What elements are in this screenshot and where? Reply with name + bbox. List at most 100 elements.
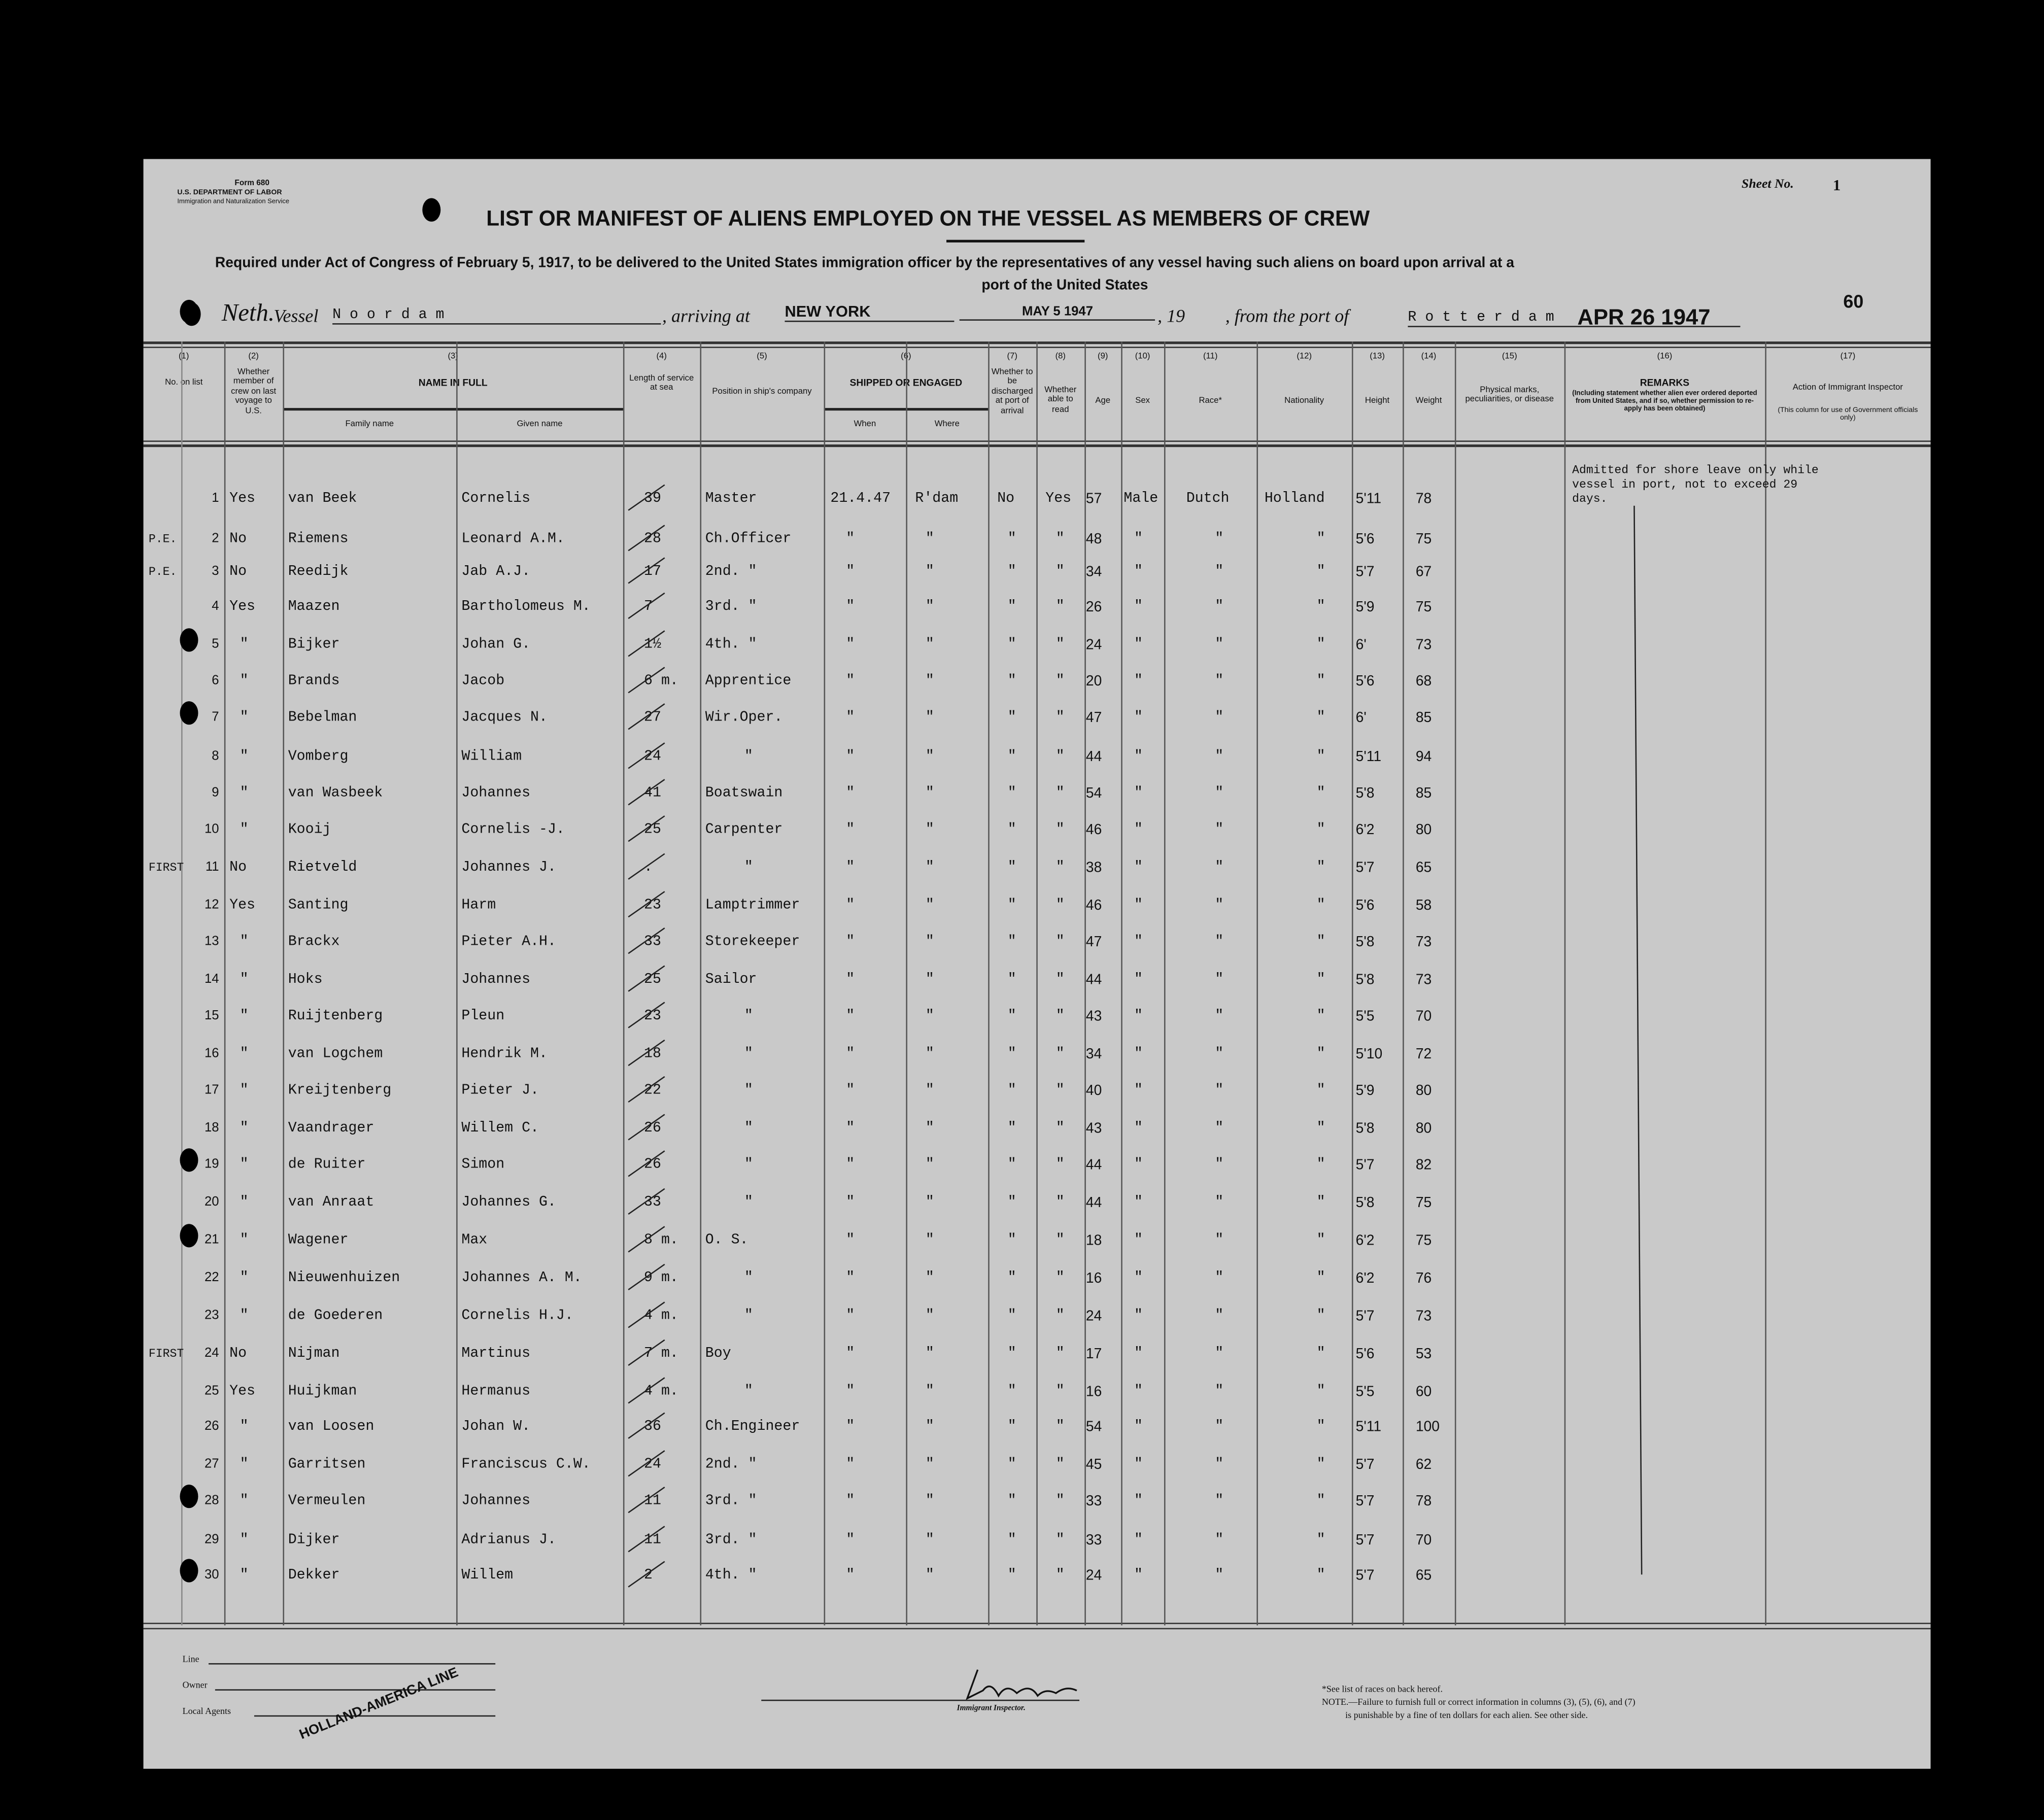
shipped-where: " — [925, 1533, 934, 1549]
list-number: 12 — [204, 898, 219, 913]
able-to-read: " — [1055, 674, 1065, 690]
owner-field[interactable] — [215, 1689, 496, 1691]
column-number-c8: (8) — [1055, 352, 1066, 361]
able-to-read: " — [1055, 564, 1065, 580]
departure-port: R o t t e r d a m — [1408, 310, 1741, 327]
position: Master — [705, 491, 757, 507]
position: 2nd. " — [705, 564, 757, 580]
column-divider — [1454, 341, 1456, 1626]
able-to-read: " — [1055, 1384, 1065, 1400]
crew-last-voyage: Yes — [229, 599, 256, 615]
sex: " — [1134, 1009, 1143, 1025]
inspector-signature-line — [761, 1699, 1080, 1701]
weight: 65 — [1415, 860, 1432, 876]
crew-last-voyage: " — [240, 1157, 249, 1174]
height: 5'8 — [1355, 786, 1375, 802]
shipped-when: " — [846, 1568, 855, 1584]
column-header-c6: SHIPPED OR ENGAGED — [849, 376, 963, 389]
weight: 73 — [1415, 972, 1432, 988]
race: " — [1215, 710, 1224, 726]
crew-last-voyage: " — [240, 749, 249, 765]
nationality: " — [1316, 1157, 1325, 1174]
shipped-where: " — [925, 1009, 934, 1025]
family-name: Ruijtenberg — [288, 1009, 383, 1025]
given-name: Adrianus J. — [461, 1533, 556, 1549]
discharged: " — [1007, 1233, 1016, 1249]
column-header-c5: Position in ship's company — [712, 387, 812, 396]
discharged: " — [1007, 1384, 1016, 1400]
weight: 75 — [1415, 1233, 1432, 1249]
sex: " — [1134, 1121, 1143, 1137]
column-divider — [224, 341, 226, 1626]
position: O. S. — [705, 1233, 748, 1249]
race: " — [1215, 1533, 1224, 1549]
height: 5'8 — [1355, 1195, 1375, 1211]
height: 5'7 — [1355, 1157, 1375, 1174]
age: 47 — [1085, 934, 1102, 950]
height: 5'10 — [1355, 1046, 1383, 1062]
height: 5'5 — [1355, 1384, 1375, 1400]
column-header-when: When — [854, 420, 876, 429]
race: " — [1215, 860, 1224, 876]
crew-last-voyage: " — [240, 637, 249, 654]
column-divider — [700, 341, 702, 1626]
list-number: 11 — [205, 860, 219, 875]
line-field[interactable] — [209, 1663, 496, 1665]
able-to-read: " — [1055, 1009, 1065, 1025]
nationality: Holland — [1264, 491, 1325, 507]
list-number: 4 — [212, 599, 219, 614]
title-rule — [946, 239, 1085, 243]
punch-hole — [180, 701, 198, 725]
crew-row: 27 " Garritsen Franciscus C.W. 24 2nd. " " " " " 4… — [144, 1450, 1931, 1477]
punch-hole — [180, 1484, 198, 1508]
arrival-port: NEW YORK — [785, 302, 955, 322]
position: 4th. " — [705, 1568, 757, 1584]
height: 5'11 — [1355, 491, 1382, 507]
crew-row: 21 " Wagener Max 8 m. O. S. " " " " 18 " " " 6'2 75 — [144, 1226, 1931, 1253]
list-number: 21 — [204, 1233, 219, 1248]
signature-scribble-icon — [966, 1669, 1077, 1700]
flag-handwritten: Neth. — [221, 299, 275, 327]
able-to-read: " — [1055, 1346, 1065, 1362]
page-number: 60 — [1843, 290, 1864, 312]
position: " — [744, 749, 753, 765]
given-name: Pieter A.H. — [461, 934, 556, 950]
race: " — [1215, 674, 1224, 690]
shipped-when: " — [846, 934, 855, 950]
nationality: " — [1316, 710, 1325, 726]
race: " — [1215, 1346, 1224, 1362]
shipped-when: " — [846, 822, 855, 838]
weight: 94 — [1415, 749, 1432, 765]
list-number: 15 — [204, 1009, 219, 1023]
crew-row: 19 " de Ruiter Simon 26 " " " " " 44 " " " 5'7 82 — [144, 1150, 1931, 1177]
agents-label: Local Agents — [182, 1706, 231, 1717]
discharged: " — [1007, 599, 1016, 615]
age: 16 — [1085, 1384, 1102, 1400]
column-number-c5: (5) — [757, 352, 767, 361]
column-header-c7: Whether to be discharged at port of arri… — [991, 367, 1033, 416]
column-number-c7: (7) — [1007, 352, 1017, 361]
position: Boatswain — [705, 786, 783, 802]
weight: 73 — [1415, 934, 1432, 950]
shipped-where: " — [925, 1270, 934, 1287]
agents-field[interactable] — [254, 1715, 496, 1717]
list-number: 5 — [212, 637, 219, 652]
column-header-c10: Sex — [1135, 396, 1150, 405]
shipped-when: 21.4.47 — [830, 491, 891, 507]
crew-last-voyage: " — [240, 934, 249, 950]
column-header-c1: No. on list — [165, 377, 203, 387]
discharged: " — [1007, 749, 1016, 765]
column-header-c3: NAME IN FULL — [418, 376, 488, 389]
position: " — [744, 1121, 753, 1137]
discharged: " — [1007, 532, 1016, 547]
nationality: " — [1316, 749, 1325, 765]
shipped-where: " — [925, 1568, 934, 1584]
age: 48 — [1085, 532, 1102, 547]
list-number: 23 — [204, 1309, 219, 1323]
vessel-label: Vessel — [274, 307, 319, 327]
sex: " — [1134, 599, 1143, 615]
column-header-c9: Age — [1095, 396, 1111, 405]
column-number-c9: (9) — [1098, 352, 1108, 361]
crew-row: 8 " Vomberg William 24 " " " " " 44 " " " 5'11 94 — [144, 742, 1931, 769]
